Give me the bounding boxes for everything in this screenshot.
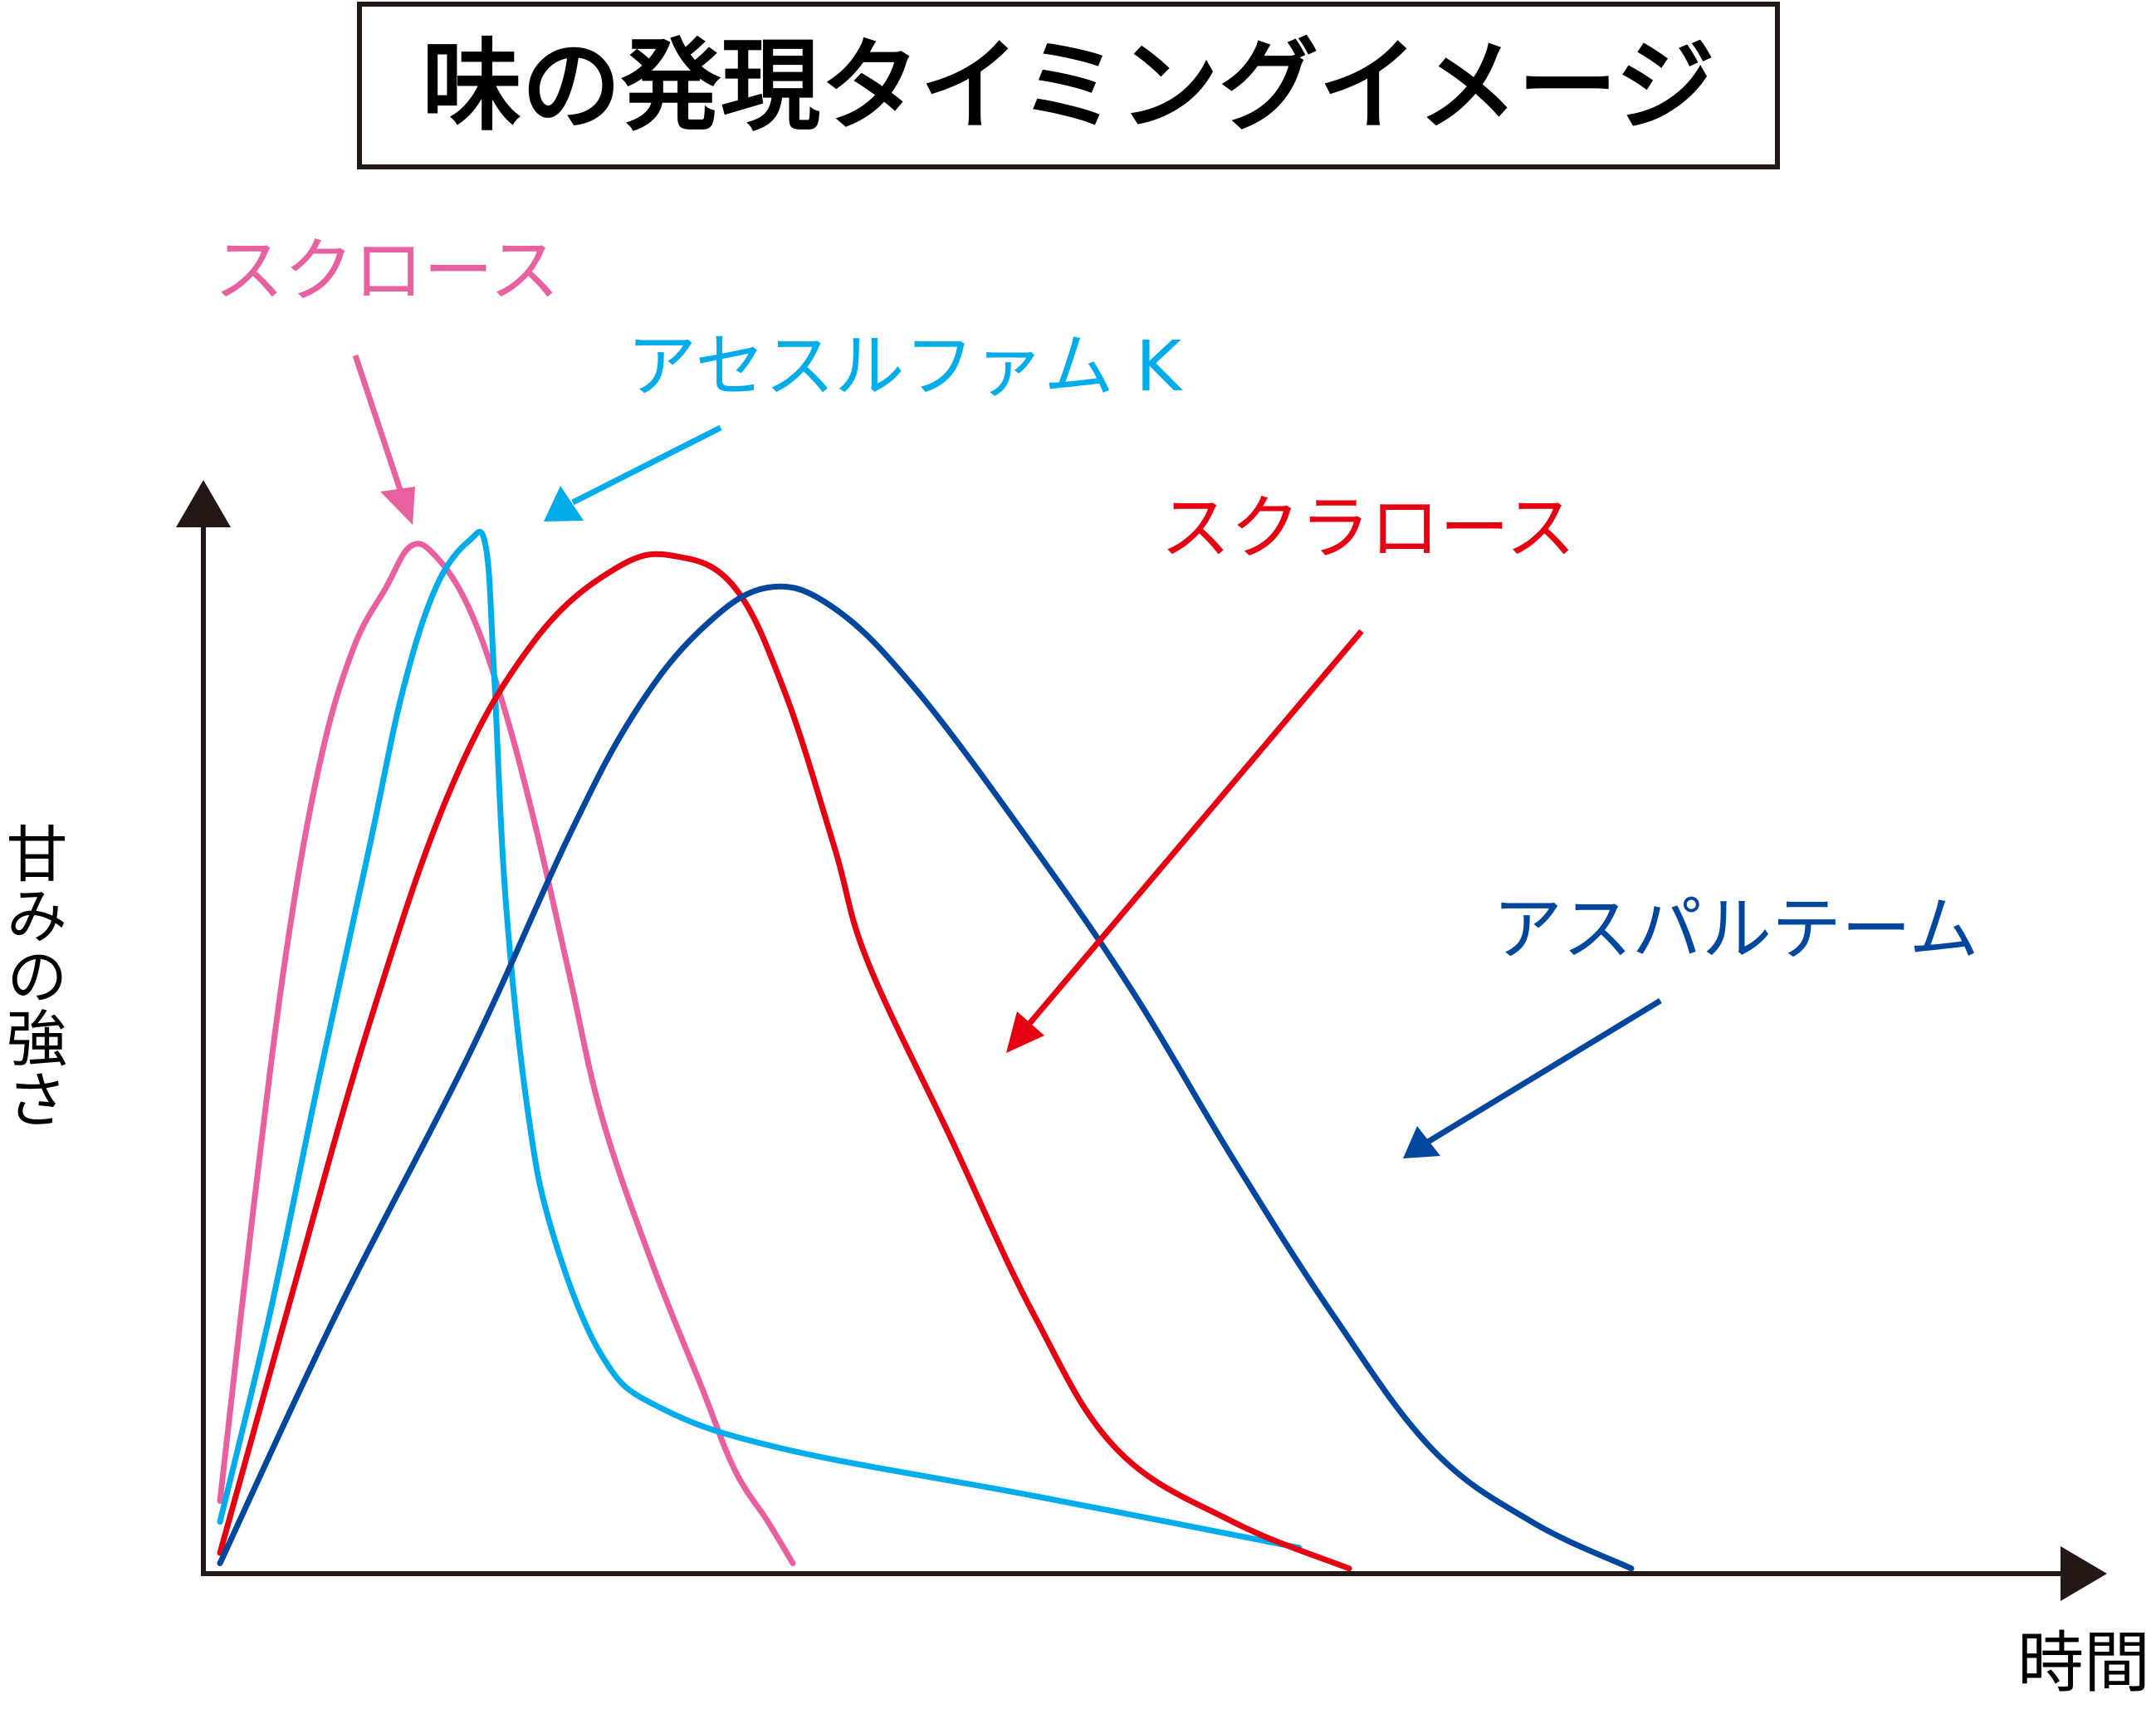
- series-annotations: スクロース アセスルファム K スクラロース アスパルテーム: [214, 230, 1978, 970]
- arrow-sucralose: [1025, 629, 1364, 1028]
- series-label-sucrose: スクロース: [214, 230, 560, 311]
- arrow-acesulfame-k: [571, 424, 722, 506]
- chart-title-box: 味の発現タイミングイメージ: [357, 2, 1780, 169]
- axes: [176, 480, 2107, 1601]
- annotation-arrows: [352, 354, 1662, 1158]
- arrowhead-aspartame: [1403, 1126, 1440, 1158]
- arrowhead-sucralose: [1006, 1011, 1044, 1053]
- x-axis-arrowhead: [2061, 1546, 2107, 1601]
- x-axis-label: 時間: [2017, 1624, 2150, 1702]
- arrowhead-acesulfame-k: [544, 486, 584, 522]
- chart-title: 味の発現タイミングイメージ: [422, 29, 1715, 144]
- arrow-aspartame: [1426, 998, 1662, 1144]
- y-axis-label: 甘みの強さ: [0, 822, 67, 1129]
- series-label-sucralose: スクラロース: [1161, 487, 1576, 569]
- series-line-acesulfame-k: [217, 528, 1303, 1551]
- arrow-sucrose: [352, 354, 403, 492]
- series-line-aspartame: [217, 583, 1635, 1572]
- series-layer: [217, 528, 1635, 1572]
- y-axis-arrowhead: [176, 480, 231, 527]
- arrowhead-sucrose: [380, 487, 415, 525]
- series-label-acesulfame-k: アセスルファム K: [627, 326, 1183, 407]
- series-line-sucrose: [217, 541, 796, 1566]
- title-frame: [357, 2, 1780, 169]
- y-axis-label-text: 甘みの強さ: [0, 822, 67, 1129]
- series-label-aspartame: アスパルテーム: [1493, 889, 1978, 970]
- series-line-sucralose: [217, 551, 1352, 1572]
